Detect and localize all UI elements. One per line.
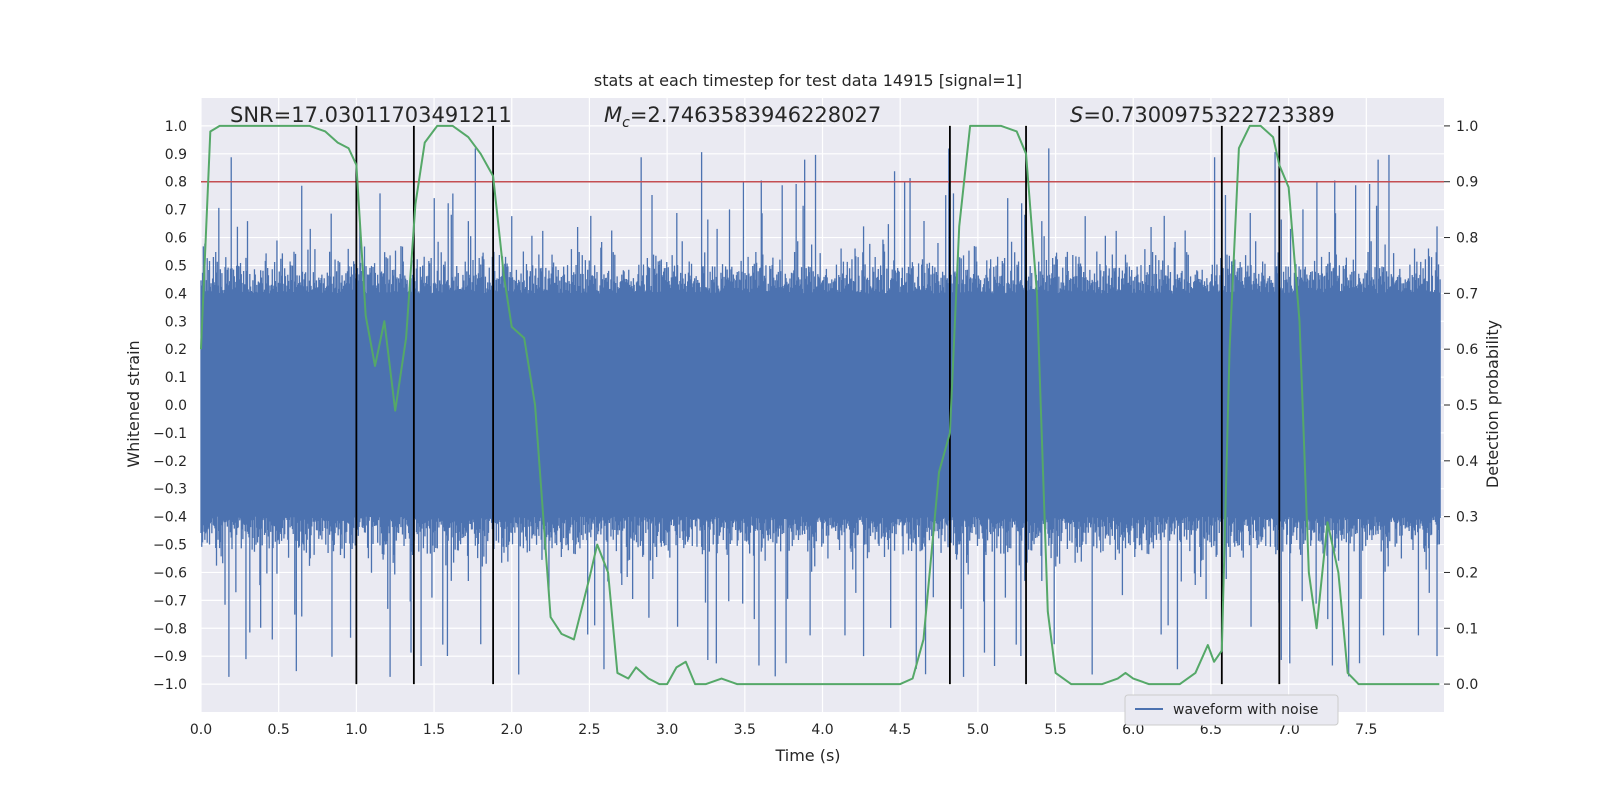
legend-label: waveform with noise	[1173, 702, 1318, 718]
x-tick-label-13: 6.5	[1200, 722, 1222, 738]
left-y-tick-label-14: −0.4	[153, 510, 187, 526]
right-y-tick-label-3: 0.3	[1456, 510, 1478, 526]
left-y-tick-label-5: 0.5	[165, 258, 187, 274]
right-y-tick-label-6: 0.6	[1456, 342, 1478, 358]
right-y-tick-label-4: 0.4	[1456, 454, 1478, 470]
x-tick-label-4: 2.0	[501, 722, 523, 738]
x-tick-label-15: 7.5	[1355, 722, 1377, 738]
x-tick-label-9: 4.5	[889, 722, 911, 738]
left-y-tick-label-16: −0.6	[153, 565, 187, 581]
left-y-tick-label-11: −0.1	[153, 426, 187, 442]
right-y-axis-label: Detection probability	[1483, 320, 1502, 488]
left-y-tick-label-6: 0.4	[165, 286, 187, 302]
chirp-mass-annotation: Mc=2.7463583946228027	[604, 103, 881, 131]
right-y-tick-label-2: 0.2	[1456, 565, 1478, 581]
right-y-tick-label-10: 1.0	[1456, 119, 1478, 135]
left-y-tick-label-3: 0.7	[165, 203, 187, 219]
snr-annotation: SNR=17.03011703491211	[230, 103, 512, 127]
left-y-axis-ticks: 1.0 0.9 0.8 0.7 0.6 0.5 0.4 0.3 0.2 0.1 0.0 −0.1 −0.…	[153, 119, 187, 693]
x-tick-label-5: 2.5	[578, 722, 600, 738]
left-y-tick-label-15: −0.5	[153, 538, 187, 554]
left-y-tick-label-18: −0.8	[153, 621, 187, 637]
probability-series	[200, 124, 1440, 686]
left-y-tick-label-17: −0.7	[153, 593, 187, 609]
left-y-tick-label-8: 0.2	[165, 342, 187, 358]
x-tick-label-6: 3.0	[656, 722, 678, 738]
left-y-tick-label-4: 0.6	[165, 231, 187, 247]
left-y-tick-label-20: −1.0	[153, 677, 187, 693]
x-tick-label-3: 1.5	[423, 722, 445, 738]
left-y-tick-label-2: 0.8	[165, 175, 187, 191]
left-y-tick-label-9: 0.1	[165, 370, 187, 386]
probability-line	[200, 124, 1440, 686]
right-y-tick-label-5: 0.5	[1456, 398, 1478, 414]
right-y-tick-label-0: 0.0	[1456, 677, 1478, 693]
left-y-axis-label: Whitened strain	[124, 340, 143, 467]
x-tick-label-11: 5.5	[1044, 722, 1066, 738]
mc-subscript: c	[622, 115, 630, 131]
left-y-tick-label-7: 0.3	[165, 314, 187, 330]
x-tick-label-2: 1.0	[345, 722, 367, 738]
x-tick-label-7: 3.5	[734, 722, 756, 738]
x-tick-label-8: 4.0	[811, 722, 833, 738]
s-annotation: S=0.7300975322723389	[1070, 103, 1335, 127]
x-tick-label-10: 5.0	[967, 722, 989, 738]
right-y-tick-label-9: 0.9	[1456, 175, 1478, 191]
right-y-tick-label-1: 0.1	[1456, 621, 1478, 637]
left-y-tick-label-0: 1.0	[165, 119, 187, 135]
right-y-tick-label-8: 0.8	[1456, 231, 1478, 247]
legend-box	[1124, 694, 1339, 726]
left-y-tick-label-12: −0.2	[153, 454, 187, 470]
left-y-tick-label-1: 0.9	[165, 147, 187, 163]
mc-value: =2.7463583946228027	[630, 103, 881, 127]
s-value: =0.7300975322723389	[1083, 103, 1334, 127]
legend: waveform with noise	[1124, 694, 1339, 726]
chart-title: stats at each timestep for test data 149…	[594, 71, 1022, 90]
x-tick-label-12: 6.0	[1122, 722, 1144, 738]
x-tick-label-14: 7.0	[1277, 722, 1299, 738]
x-tick-label-0: 0.0	[190, 722, 212, 738]
x-axis-ticks: 0.0 0.5 1.0 1.5 2.0 2.5 3.0 3.5 4.0 4.5 5.0 5.5 6.0 6…	[190, 722, 1378, 738]
left-y-tick-label-19: −0.9	[153, 649, 187, 665]
left-y-tick-label-13: −0.3	[153, 482, 187, 498]
mc-symbol: M	[604, 103, 622, 127]
waveform-series	[200, 148, 1441, 677]
waveform-path	[200, 148, 1441, 677]
left-y-tick-label-10: 0.0	[165, 398, 187, 414]
s-symbol: S	[1070, 103, 1083, 127]
x-tick-label-1: 0.5	[268, 722, 290, 738]
right-y-axis-ticks: 0.0 0.1 0.2 0.3 0.4 0.5 0.6 0.7 0.8 0.9 1.0	[1444, 119, 1478, 693]
right-y-tick-label-7: 0.7	[1456, 286, 1478, 302]
x-axis-label: Time (s)	[774, 746, 840, 765]
